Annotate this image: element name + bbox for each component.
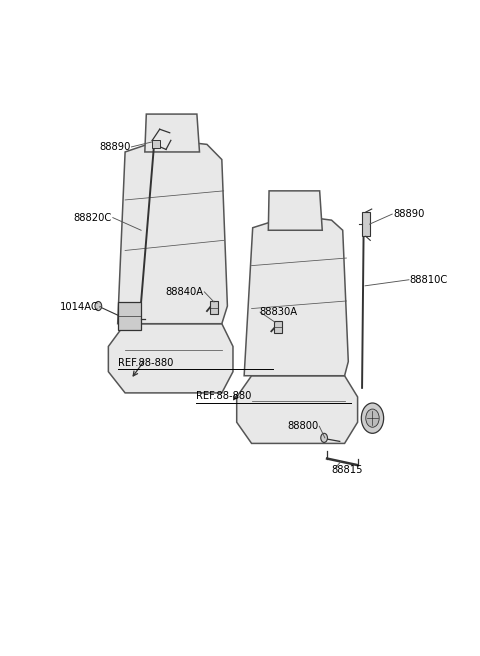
Text: 88830A: 88830A	[259, 307, 297, 317]
Text: 88840A: 88840A	[165, 287, 203, 297]
FancyBboxPatch shape	[118, 302, 141, 330]
Text: 88815: 88815	[332, 465, 363, 475]
Polygon shape	[145, 114, 200, 152]
Polygon shape	[244, 215, 348, 376]
FancyBboxPatch shape	[362, 212, 370, 236]
FancyBboxPatch shape	[274, 321, 282, 333]
Circle shape	[321, 434, 327, 442]
Circle shape	[95, 302, 102, 310]
Polygon shape	[118, 139, 228, 323]
Polygon shape	[108, 323, 233, 393]
FancyBboxPatch shape	[152, 140, 160, 148]
Text: 88890: 88890	[393, 209, 424, 219]
Text: REF.88-880: REF.88-880	[196, 391, 251, 401]
Polygon shape	[268, 191, 322, 230]
Text: 88800: 88800	[288, 421, 319, 431]
FancyBboxPatch shape	[210, 301, 218, 314]
Circle shape	[366, 409, 379, 427]
Text: REF.88-880: REF.88-880	[118, 358, 173, 367]
Polygon shape	[237, 376, 358, 443]
Text: 1014AC: 1014AC	[60, 302, 99, 312]
Text: 88810C: 88810C	[410, 275, 448, 285]
Circle shape	[361, 403, 384, 434]
Text: 88820C: 88820C	[74, 213, 112, 222]
Text: 88890: 88890	[99, 142, 131, 152]
